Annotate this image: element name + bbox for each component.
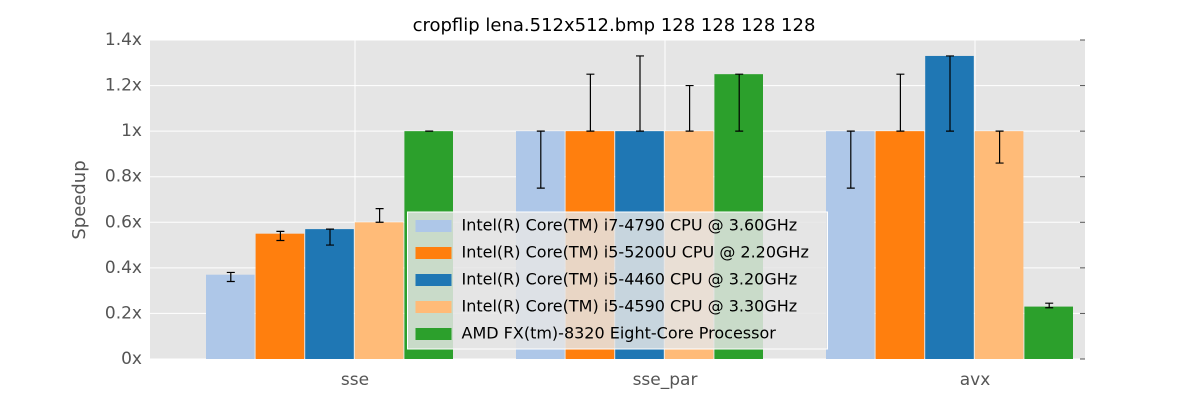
- legend-swatch: [415, 274, 452, 286]
- error-bar: [375, 208, 384, 223]
- error-bar: [636, 55, 644, 132]
- y-tick-label: 0.4x: [105, 258, 142, 278]
- error-bar: [1045, 302, 1054, 309]
- y-axis-label: Speedup: [69, 160, 90, 239]
- error-bar: [735, 73, 744, 132]
- legend-label: Intel(R) Core(TM) i5-4460 CPU @ 3.20GHz: [462, 270, 798, 289]
- legend-swatch: [415, 247, 452, 259]
- legend-label: Intel(R) Core(TM) i5-4590 CPU @ 3.30GHz: [462, 297, 798, 316]
- legend-swatch: [415, 328, 452, 340]
- bar: [875, 131, 925, 359]
- chart-title: cropflip lena.512x512.bmp 128 128 128 12…: [413, 15, 816, 36]
- error-bar: [846, 130, 855, 189]
- error-bar: [946, 55, 954, 132]
- y-tick-label: 0.8x: [105, 167, 142, 187]
- bar: [974, 131, 1024, 359]
- error-bar: [995, 130, 1004, 164]
- legend-label: Intel(R) Core(TM) i7-4790 CPU @ 3.60GHz: [462, 216, 798, 235]
- x-tick-label: avx: [960, 370, 991, 390]
- y-tick-label: 0.2x: [105, 303, 142, 323]
- error-bar: [226, 271, 235, 283]
- bar: [305, 229, 354, 359]
- legend-box: [407, 211, 828, 350]
- legend-label: AMD FX(tm)-8320 Eight-Core Processor: [462, 324, 777, 343]
- bar: [1024, 306, 1073, 359]
- bar: [354, 222, 404, 359]
- legend-label: Intel(R) Core(TM) i5-5200U CPU @ 2.20GHz: [462, 243, 809, 262]
- y-tick-label: 1.4x: [105, 30, 142, 50]
- y-tick-label: 1.2x: [105, 76, 142, 96]
- error-bar: [276, 230, 285, 242]
- bar: [206, 274, 255, 359]
- error-bar: [536, 130, 545, 189]
- y-tick-label: 0.6x: [105, 212, 142, 232]
- x-tick-label: sse: [341, 370, 369, 390]
- y-tick-label: 1x: [121, 121, 142, 141]
- error-bar: [685, 84, 694, 132]
- x-tick-label: sse_par: [633, 370, 698, 390]
- legend-swatch: [415, 301, 452, 313]
- legend-swatch: [415, 220, 452, 232]
- bar: [255, 233, 305, 359]
- error-bar: [586, 73, 595, 132]
- error-bar: [896, 73, 905, 132]
- error-bar: [326, 228, 334, 246]
- y-tick-label: 0x: [121, 349, 142, 369]
